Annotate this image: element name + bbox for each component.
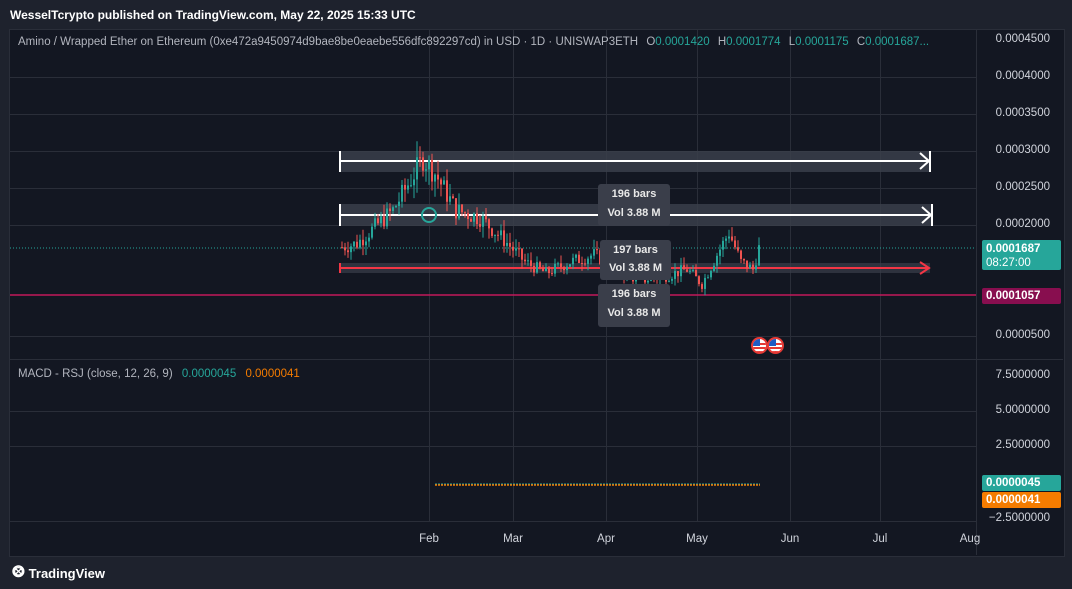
macd-axis-tick: 7.5000000	[995, 369, 1050, 381]
grid-line	[880, 30, 881, 521]
signal-value-label: 0.0000041	[982, 492, 1061, 508]
brand-name: TradingView	[28, 565, 105, 581]
price-tick: 0.0003000	[995, 144, 1050, 156]
macd-legend[interactable]: MACD - RSJ (close, 12, 26, 9) 0.0000045 …	[18, 368, 300, 380]
grid-line	[10, 77, 976, 78]
time-tick: Jun	[780, 533, 800, 545]
price-tick: 0.0000500	[995, 329, 1050, 341]
time-tick: May	[686, 533, 708, 545]
grid-line	[697, 30, 698, 521]
time-tick: Mar	[503, 533, 523, 545]
current-price-value: 0.0001687	[986, 243, 1041, 255]
grid-line	[10, 411, 976, 412]
grid-line	[10, 188, 976, 189]
close-value: 0.0001687...	[865, 36, 930, 48]
tradingview-brand[interactable]: ⨷ TradingView	[12, 564, 105, 582]
open-label: O	[646, 36, 656, 48]
macd-axis-tick: −2.5000000	[988, 512, 1050, 524]
symbol-legend[interactable]: Amino / Wrapped Ether on Ethereum (0xe47…	[18, 36, 929, 48]
chart-frame[interactable]	[9, 29, 1065, 557]
pane-divider	[10, 359, 1063, 360]
macd-value: 0.0000045	[181, 368, 237, 380]
grid-line	[10, 114, 976, 115]
grid-line	[513, 30, 514, 521]
close-label: C	[856, 36, 866, 48]
measure-box-lower[interactable]: 196 bars Vol 3.88 M	[598, 284, 670, 327]
grid-line	[790, 30, 791, 521]
symbol-description: Amino / Wrapped Ether on Ethereum (0xe47…	[18, 36, 639, 48]
macd-axis-tick: 2.5000000	[995, 439, 1050, 451]
time-tick: Jul	[872, 533, 888, 545]
us-event-flag-icon[interactable]	[767, 337, 784, 354]
bar-countdown: 08:27:00	[986, 257, 1031, 269]
grid-line	[10, 446, 976, 447]
macd-axis-tick: 5.0000000	[995, 404, 1050, 416]
macd-title: MACD - RSJ (close, 12, 26, 9)	[18, 368, 173, 380]
measure-bars: 196 bars	[611, 288, 657, 300]
high-label: H	[717, 36, 727, 48]
price-axis-divider	[976, 30, 977, 555]
grid-line	[10, 151, 976, 152]
price-tick: 0.0004000	[995, 70, 1050, 82]
grid-line	[10, 336, 976, 337]
high-value: 0.0001774	[726, 36, 781, 48]
signal-value: 0.0000041	[245, 368, 300, 380]
publisher-line: WesselTcrypto published on TradingView.c…	[10, 8, 416, 22]
time-tick: Apr	[597, 533, 615, 545]
measure-volume: Vol 3.88 M	[607, 207, 661, 219]
price-tick: 0.0003500	[995, 107, 1050, 119]
measure-bars: 196 bars	[611, 188, 657, 200]
grid-line	[10, 225, 976, 226]
low-value: 0.0001175	[795, 36, 849, 48]
time-tick: Feb	[419, 533, 439, 545]
us-event-flag-icon[interactable]	[751, 337, 768, 354]
measure-box-upper[interactable]: 196 bars Vol 3.88 M	[598, 184, 670, 226]
macd-value-label: 0.0000045	[982, 475, 1061, 491]
support-price-label: 0.0001057	[982, 288, 1061, 304]
current-price-label: 0.0001687 08:27:00	[982, 240, 1061, 270]
measure-volume: Vol 3.88 M	[607, 307, 661, 319]
measure-volume: Vol 3.88 M	[609, 262, 662, 274]
time-tick: Aug	[959, 533, 981, 545]
price-tick: 0.0004500	[995, 33, 1050, 45]
price-tick: 0.0002500	[995, 181, 1050, 193]
open-value: 0.0001420	[655, 36, 710, 48]
measure-bars: 197 bars	[613, 244, 658, 256]
measure-box-middle[interactable]: 197 bars Vol 3.88 M	[600, 240, 671, 280]
low-label: L	[788, 36, 796, 48]
price-tick: 0.0002000	[995, 218, 1050, 230]
grid-line	[429, 30, 430, 521]
time-axis-divider	[10, 521, 976, 522]
tradingview-logo-icon: ⨷	[12, 564, 25, 581]
